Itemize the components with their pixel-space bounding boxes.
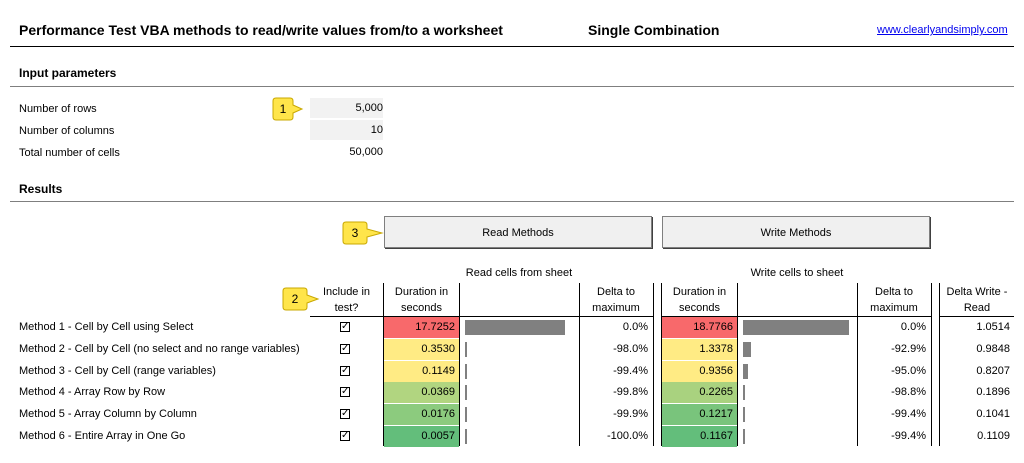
delta-write-read-cell: 0.9848 — [976, 342, 1010, 355]
delta-write-read-header: Delta Write - Read — [946, 286, 1008, 314]
rows-label: Number of rows — [19, 103, 97, 115]
grid-line — [939, 283, 940, 446]
write-duration-bar — [743, 341, 751, 357]
method-name: Method 5 - Array Column by Column — [19, 408, 197, 421]
callout-2-number: 2 — [292, 292, 299, 306]
write-group-title: Write cells to sheet — [750, 267, 844, 279]
write-duration-bar — [743, 320, 849, 335]
header-underline — [310, 316, 383, 317]
write-duration-cell: 0.1217 — [662, 404, 737, 426]
delta-write-read-cell: 0.1041 — [976, 408, 1010, 421]
write-duration-bar — [743, 429, 745, 444]
read-duration-cell: 0.0176 — [384, 404, 459, 426]
cols-input[interactable]: 10 — [310, 120, 383, 140]
include-header: Include in test? — [322, 286, 371, 314]
read-delta-header: Delta to maximum — [592, 286, 640, 314]
write-delta-cell: -99.4% — [891, 408, 926, 421]
read-delta-cell: -99.4% — [613, 364, 648, 377]
write-duration-bar — [743, 407, 745, 423]
method-name: Method 1 - Cell by Cell using Select — [19, 321, 194, 333]
read-duration-cell: 0.0369 — [384, 382, 459, 404]
include-checkbox[interactable]: ✓ — [340, 342, 350, 354]
read-delta-cell: 0.0% — [622, 321, 648, 333]
read-delta-cell: -98.0% — [613, 342, 648, 355]
write-duration-bar — [743, 385, 745, 401]
read-duration-bar — [465, 429, 467, 444]
input-section-title: Input parameters — [19, 66, 117, 80]
delta-write-read-cell: 0.8207 — [976, 364, 1010, 377]
method-name: Method 4 - Array Row by Row — [19, 386, 166, 399]
read-duration-bar — [465, 407, 467, 423]
header-underline — [383, 316, 654, 317]
grid-line — [661, 283, 662, 446]
write-duration-header: Duration in seconds — [672, 286, 727, 314]
write-delta-cell: -98.8% — [891, 386, 926, 399]
callout-1-number: 1 — [280, 102, 287, 116]
write-delta-cell: 0.0% — [900, 321, 926, 333]
read-duration-cell: 17.7252 — [384, 317, 459, 338]
grid-line — [459, 283, 460, 446]
grid-line — [653, 283, 654, 446]
total-label: Total number of cells — [19, 147, 120, 159]
website-link[interactable]: www.clearlyandsimply.com — [877, 24, 1008, 36]
read-duration-bar — [465, 363, 467, 379]
write-duration-cell: 0.1167 — [662, 426, 737, 447]
grid-line — [931, 283, 932, 446]
page-title: Performance Test VBA methods to read/wri… — [19, 22, 503, 38]
include-checkbox[interactable]: ✓ — [340, 386, 350, 398]
write-delta-cell: -92.9% — [891, 342, 926, 355]
grid-line — [737, 283, 738, 446]
rows-input[interactable]: 5,000 — [310, 98, 383, 118]
write-duration-cell: 18.7766 — [662, 317, 737, 338]
delta-write-read-cell: 0.1896 — [976, 386, 1010, 399]
read-methods-button[interactable]: Read Methods — [384, 216, 652, 248]
callout-3-number: 3 — [352, 226, 359, 240]
delta-write-read-cell: 1.0514 — [976, 321, 1010, 333]
grid-line — [857, 283, 858, 446]
write-duration-cell: 0.9356 — [662, 360, 737, 382]
write-methods-button[interactable]: Write Methods — [662, 216, 930, 248]
read-duration-bar — [465, 385, 467, 401]
header-underline — [939, 316, 1014, 317]
include-checkbox[interactable]: ✓ — [340, 430, 350, 441]
read-delta-cell: -99.9% — [613, 408, 648, 421]
write-duration-cell: 1.3378 — [662, 338, 737, 360]
write-duration-cell: 0.2265 — [662, 382, 737, 404]
delta-write-read-cell: 0.1109 — [977, 430, 1010, 442]
header-divider — [10, 46, 1014, 47]
read-duration-bar — [465, 341, 467, 357]
grid-line — [383, 283, 384, 446]
read-duration-cell: 0.1149 — [384, 360, 459, 382]
write-delta-cell: -95.0% — [891, 364, 926, 377]
results-section-title: Results — [19, 182, 63, 196]
results-divider — [10, 201, 1014, 202]
callout-2: 2 — [282, 287, 320, 311]
method-name: Method 3 - Cell by Cell (range variables… — [19, 364, 216, 377]
header-underline — [661, 316, 932, 317]
method-name: Method 2 - Cell by Cell (no select and n… — [19, 342, 300, 355]
write-delta-header: Delta to maximum — [870, 286, 918, 314]
write-delta-cell: -99.4% — [891, 430, 926, 442]
method-name: Method 6 - Entire Array in One Go — [19, 430, 186, 442]
read-delta-cell: -99.8% — [613, 386, 648, 399]
include-checkbox[interactable]: ✓ — [340, 321, 350, 332]
read-duration-cell: 0.0057 — [384, 426, 459, 447]
input-divider — [10, 86, 1014, 87]
callout-1: 1 — [272, 97, 304, 121]
cols-label: Number of columns — [19, 125, 115, 137]
write-duration-bar — [743, 363, 748, 379]
read-duration-bar — [465, 320, 565, 335]
read-delta-cell: -100.0% — [607, 430, 648, 442]
callout-3: 3 — [342, 221, 384, 245]
include-checkbox[interactable]: ✓ — [340, 408, 350, 420]
read-duration-cell: 0.3530 — [384, 338, 459, 360]
include-checkbox[interactable]: ✓ — [340, 364, 350, 376]
grid-line — [579, 283, 580, 446]
mode-label: Single Combination — [588, 22, 720, 38]
read-group-title: Read cells from sheet — [465, 267, 573, 279]
read-duration-header: Duration in seconds — [394, 286, 449, 314]
total-value: 50,000 — [349, 146, 383, 158]
